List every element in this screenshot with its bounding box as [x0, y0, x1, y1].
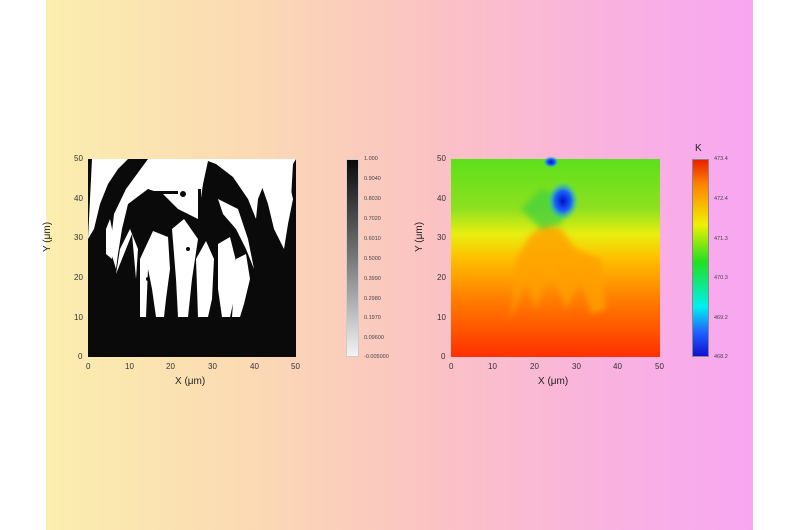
colorbar-tick: 470.3: [714, 275, 728, 281]
colorbar-tick: 0.6010: [364, 236, 381, 242]
colorbar-tick: 471.3: [714, 236, 728, 242]
y-tick: 0: [441, 352, 446, 361]
x-tick: 10: [125, 362, 134, 371]
phase-field-plot: [88, 159, 296, 357]
colorbar-tick: 0.3990: [364, 276, 381, 282]
y-tick: 40: [437, 194, 446, 203]
y-tick: 20: [74, 273, 83, 282]
y-tick: 0: [78, 352, 83, 361]
grayscale-colorbar: [346, 159, 359, 357]
x-tick: 30: [208, 362, 217, 371]
y-tick: 30: [437, 233, 446, 242]
x-tick: 40: [250, 362, 259, 371]
x-tick: 20: [530, 362, 539, 371]
temperature-field-plot: [451, 156, 660, 357]
x-tick: 30: [572, 362, 581, 371]
colorbar-tick: 0.9040: [364, 176, 381, 182]
y-axis-label: Y (μm): [42, 221, 53, 252]
x-tick: 0: [86, 362, 91, 371]
y-tick: 10: [437, 313, 446, 322]
colorbar-tick: 0.7020: [364, 216, 381, 222]
colorbar-tick: 1.000: [364, 156, 378, 162]
colorbar-tick: 473.4: [714, 156, 728, 162]
y-tick: 50: [437, 154, 446, 163]
colorbar-tick: 472.4: [714, 196, 728, 202]
y-tick: 30: [74, 233, 83, 242]
y-axis-label: Y (μm): [414, 221, 425, 252]
x-axis-label: X (μm): [538, 376, 569, 387]
colorbar-tick: 0.09600: [364, 335, 384, 341]
colorbar-tick: 0.2980: [364, 296, 381, 302]
x-tick: 20: [166, 362, 175, 371]
colorbar-tick: 0.5000: [364, 256, 381, 262]
colorbar-tick: 0.1970: [364, 315, 381, 321]
x-axis-label: X (μm): [175, 376, 206, 387]
colorbar-tick: 0.8030: [364, 196, 381, 202]
colorbar-tick: 468.2: [714, 354, 728, 360]
x-tick: 50: [655, 362, 664, 371]
temperature-colorbar: [692, 159, 709, 357]
x-tick: 10: [488, 362, 497, 371]
x-tick: 0: [449, 362, 454, 371]
y-tick: 10: [74, 313, 83, 322]
x-tick: 50: [291, 362, 300, 371]
colorbar-tick: 469.2: [714, 315, 728, 321]
y-tick: 50: [74, 154, 83, 163]
x-tick: 40: [613, 362, 622, 371]
y-tick: 40: [74, 194, 83, 203]
colorbar-unit: K: [695, 143, 702, 154]
colorbar-tick: -0.005000: [364, 354, 389, 360]
y-tick: 20: [437, 273, 446, 282]
